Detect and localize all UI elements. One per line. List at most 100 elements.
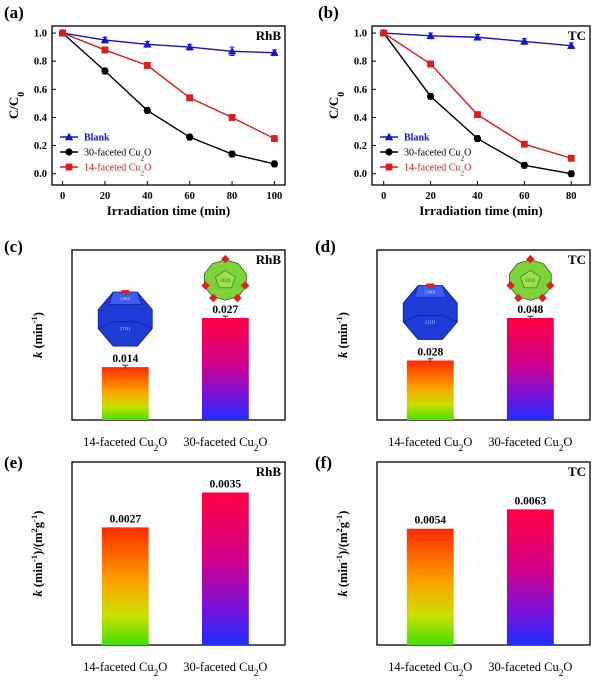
bar bbox=[101, 367, 149, 420]
data-label: 0.0063 bbox=[515, 495, 547, 507]
plot-frame bbox=[71, 249, 286, 421]
plot-frame bbox=[376, 249, 591, 421]
x-tick-label: 20 bbox=[100, 191, 111, 202]
y-axis-label: k (min-1)/(m2g-1) bbox=[334, 511, 350, 597]
bar bbox=[406, 360, 454, 420]
series-line bbox=[62, 32, 275, 140]
data-point bbox=[143, 61, 151, 69]
data-point bbox=[567, 41, 576, 49]
facet-label: [100] bbox=[425, 290, 435, 295]
y-axis-label: k (min-1) bbox=[334, 312, 350, 358]
data-point bbox=[64, 132, 74, 141]
data-point bbox=[65, 148, 73, 156]
crystal-vertex bbox=[201, 281, 210, 290]
crystal-14-faceted-icon bbox=[402, 285, 458, 340]
crystal-vertex bbox=[426, 283, 435, 288]
category-label: 30-faceted Cu2O bbox=[488, 435, 572, 454]
crystal-vertex bbox=[233, 293, 242, 303]
panel-a: (a) RhB 0 20 40 60 80 100 0.0 0.2 0.4 0.6 0.8 1.0 Irra… bbox=[4, 3, 286, 218]
data-point bbox=[228, 114, 236, 121]
legend-label: Blank bbox=[404, 133, 430, 144]
data-point bbox=[473, 33, 482, 41]
data-point bbox=[186, 133, 194, 141]
x-tick-label: 40 bbox=[142, 191, 153, 202]
panel-label: (d) bbox=[315, 237, 336, 256]
bar bbox=[201, 492, 249, 645]
y-tick-label: 1.0 bbox=[354, 29, 367, 40]
panel-f: (f) TC k (min-1)/(m2g-1) 0.0054 14-faceted C… bbox=[315, 453, 591, 679]
bar bbox=[201, 318, 249, 420]
data-label: 0.014 bbox=[112, 353, 138, 365]
x-tick-label: 0 bbox=[381, 191, 386, 202]
plot-frame bbox=[371, 25, 591, 186]
panel-label: (a) bbox=[4, 3, 24, 22]
category-label: 30-faceted Cu2O bbox=[183, 435, 267, 454]
corner-label: TC bbox=[568, 464, 586, 479]
data-point bbox=[427, 92, 435, 100]
data-point bbox=[520, 140, 528, 148]
data-point bbox=[227, 47, 237, 55]
y-tick-label: 0.2 bbox=[354, 141, 367, 152]
category-label: 14-faceted Cu2O bbox=[388, 435, 472, 454]
category-label: 14-faceted Cu2O bbox=[83, 435, 167, 454]
y-tick-label: 0.8 bbox=[354, 57, 367, 68]
panel-label: (c) bbox=[4, 237, 23, 256]
y-tick-label: 0.4 bbox=[354, 113, 368, 124]
data-label: 0.048 bbox=[517, 304, 543, 316]
legend-label: 30-faceted Cu2O bbox=[404, 148, 471, 163]
data-label: 0.028 bbox=[417, 347, 443, 359]
crystal-vertex bbox=[506, 281, 515, 290]
panel-d: (d) TC k (min-1) 0.028 14-faceted Cu2O 0.048 3… bbox=[315, 237, 591, 454]
panel-label: (b) bbox=[318, 3, 339, 22]
data-point bbox=[380, 29, 388, 37]
crystal-top-face bbox=[413, 285, 447, 298]
legend-label: 14-faceted Cu2O bbox=[404, 163, 471, 178]
panel-b: (b) TC 0 20 40 60 80 0.0 0.2 0.4 0.6 0.8 1.0 Irradiat… bbox=[318, 3, 591, 218]
y-tick-label: 0.0 bbox=[354, 169, 367, 180]
crystal-top-face bbox=[108, 291, 142, 305]
data-point bbox=[474, 111, 481, 119]
corner-label: RhB bbox=[256, 252, 282, 267]
bar bbox=[101, 527, 149, 645]
corner-label: TC bbox=[568, 28, 586, 43]
corner-label: RhB bbox=[256, 464, 282, 479]
x-tick-label: 100 bbox=[267, 191, 283, 202]
category-label: 14-faceted Cu2O bbox=[388, 660, 472, 679]
data-point bbox=[59, 29, 66, 37]
y-tick-label: 0.6 bbox=[34, 85, 47, 96]
data-point bbox=[228, 150, 236, 158]
x-tick-label: 40 bbox=[472, 191, 483, 202]
legend-label: 14-faceted Cu2O bbox=[84, 163, 151, 178]
corner-label: TC bbox=[568, 252, 586, 267]
data-point bbox=[473, 134, 482, 143]
series-line bbox=[62, 32, 275, 165]
data-point bbox=[270, 160, 279, 168]
data-point bbox=[186, 94, 194, 102]
crystal-vertex bbox=[240, 281, 250, 290]
plot-frame bbox=[71, 461, 286, 646]
data-point bbox=[270, 48, 279, 56]
data-point bbox=[520, 161, 528, 169]
facet-label: [111] bbox=[426, 319, 436, 324]
panel-label: (f) bbox=[315, 453, 332, 472]
facet-label: [111] bbox=[121, 326, 131, 331]
category-label: 30-faceted Cu2O bbox=[488, 660, 572, 679]
x-tick-label: 60 bbox=[184, 191, 195, 202]
legend-label: Blank bbox=[84, 133, 110, 144]
data-point bbox=[101, 46, 109, 54]
data-point bbox=[384, 132, 394, 141]
y-tick-label: 1.0 bbox=[34, 29, 47, 40]
facet-label: [100] bbox=[120, 296, 130, 301]
y-tick-label: 0.2 bbox=[34, 141, 47, 152]
crystal-edge bbox=[403, 314, 458, 323]
x-tick-label: 80 bbox=[227, 191, 238, 202]
y-axis-label: k (min-1) bbox=[29, 312, 45, 358]
x-tick-label: 20 bbox=[425, 191, 436, 202]
data-point bbox=[143, 106, 151, 115]
crystal-vertex bbox=[121, 290, 130, 295]
crystal-vertex bbox=[538, 293, 547, 303]
x-tick-label: 0 bbox=[60, 191, 65, 202]
y-axis-label: C/C0 bbox=[326, 92, 347, 119]
facet-label: [332] bbox=[525, 278, 535, 283]
